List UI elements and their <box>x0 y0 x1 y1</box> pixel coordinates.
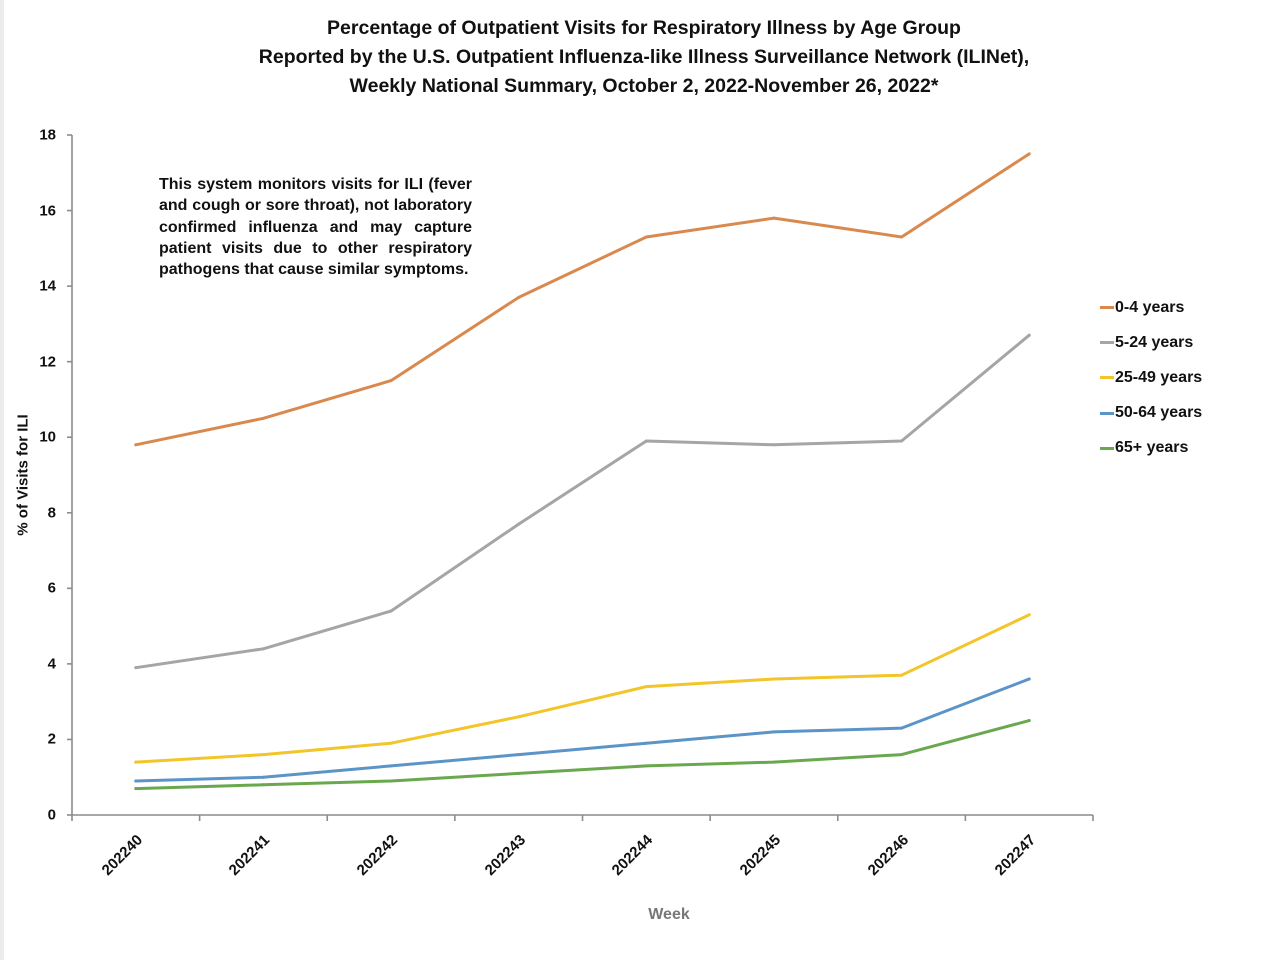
data-point <box>517 295 521 299</box>
legend-item: 50-64 years <box>1100 396 1202 431</box>
data-point <box>134 666 138 670</box>
y-tick-label: 6 <box>47 579 56 597</box>
chart-title-line-2: Reported by the U.S. Outpatient Influenz… <box>258 46 1030 68</box>
annotation-note: This system monitors visits for ILI (fev… <box>159 176 472 279</box>
data-point <box>517 771 521 775</box>
data-point <box>261 775 265 779</box>
data-point <box>1027 152 1031 156</box>
data-point <box>1027 719 1031 723</box>
data-point <box>1027 333 1031 337</box>
chart-title-line-3: Weekly National Summary, October 2, 2022… <box>349 75 939 97</box>
data-point <box>900 235 904 239</box>
data-point <box>900 753 904 757</box>
data-point <box>900 726 904 730</box>
series-line-5-24-years <box>134 333 1031 670</box>
data-point <box>517 715 521 719</box>
y-axis-label: % of Visits for ILI <box>14 414 32 536</box>
data-point <box>644 764 648 768</box>
data-point <box>261 753 265 757</box>
data-point <box>389 379 393 383</box>
chart-title-line-1: Percentage of Outpatient Visits for Resp… <box>327 17 961 39</box>
data-point <box>900 439 904 443</box>
data-point <box>772 677 776 681</box>
legend-swatch <box>1100 411 1114 415</box>
legend-item: 5-24 years <box>1100 325 1202 360</box>
series-lines <box>134 152 1031 791</box>
y-tick-label: 8 <box>47 504 56 522</box>
chart-title: Percentage of Outpatient Visits for Resp… <box>4 14 1280 101</box>
legend-item: 65+ years <box>1100 431 1202 466</box>
axes <box>67 134 1094 821</box>
data-point <box>772 760 776 764</box>
data-point <box>644 741 648 745</box>
data-point <box>389 764 393 768</box>
data-point <box>261 647 265 651</box>
legend-label: 0-4 years <box>1115 298 1185 316</box>
y-tick-label: 10 <box>39 428 56 446</box>
series-line-50-64-years <box>134 677 1031 783</box>
series-line-25-49-years <box>134 613 1031 764</box>
data-point <box>772 443 776 447</box>
series-line-0-4-years <box>134 152 1031 447</box>
data-point <box>644 235 648 239</box>
data-point <box>389 741 393 745</box>
line-chart <box>67 134 1094 821</box>
data-point <box>900 673 904 677</box>
data-point <box>644 439 648 443</box>
data-point <box>134 760 138 764</box>
data-point <box>389 609 393 613</box>
data-point <box>517 522 521 526</box>
legend-label: 50-64 years <box>1115 404 1203 422</box>
legend-label: 5-24 years <box>1115 333 1194 351</box>
data-point <box>517 753 521 757</box>
data-point <box>772 216 776 220</box>
data-point <box>772 730 776 734</box>
y-tick-label: 12 <box>39 353 56 371</box>
data-point <box>644 685 648 689</box>
y-tick-label: 0 <box>47 806 56 824</box>
legend: 0-4 years 5-24 years 25-49 years 50-64 year… <box>1100 290 1202 466</box>
data-point <box>1027 677 1031 681</box>
x-axis-label: Week <box>648 906 690 923</box>
legend-swatch <box>1100 306 1114 310</box>
legend-label: 65+ years <box>1115 439 1189 457</box>
data-point <box>1027 613 1031 617</box>
series-line-65-years <box>134 719 1031 791</box>
y-tick-label: 18 <box>39 126 56 144</box>
legend-swatch <box>1100 446 1114 450</box>
data-point <box>261 416 265 420</box>
y-tick-label: 14 <box>39 277 56 295</box>
data-point <box>261 783 265 787</box>
legend-item: 25-49 years <box>1100 360 1202 395</box>
data-point <box>134 779 138 783</box>
y-tick-label: 2 <box>47 730 56 748</box>
legend-swatch <box>1100 341 1114 345</box>
legend-item: 0-4 years <box>1100 290 1202 325</box>
legend-swatch <box>1100 376 1114 380</box>
data-point <box>134 443 138 447</box>
legend-label: 25-49 years <box>1115 368 1203 386</box>
y-tick-label: 16 <box>39 202 56 220</box>
y-tick-label: 4 <box>47 655 56 673</box>
data-point <box>134 787 138 791</box>
data-point <box>389 779 393 783</box>
